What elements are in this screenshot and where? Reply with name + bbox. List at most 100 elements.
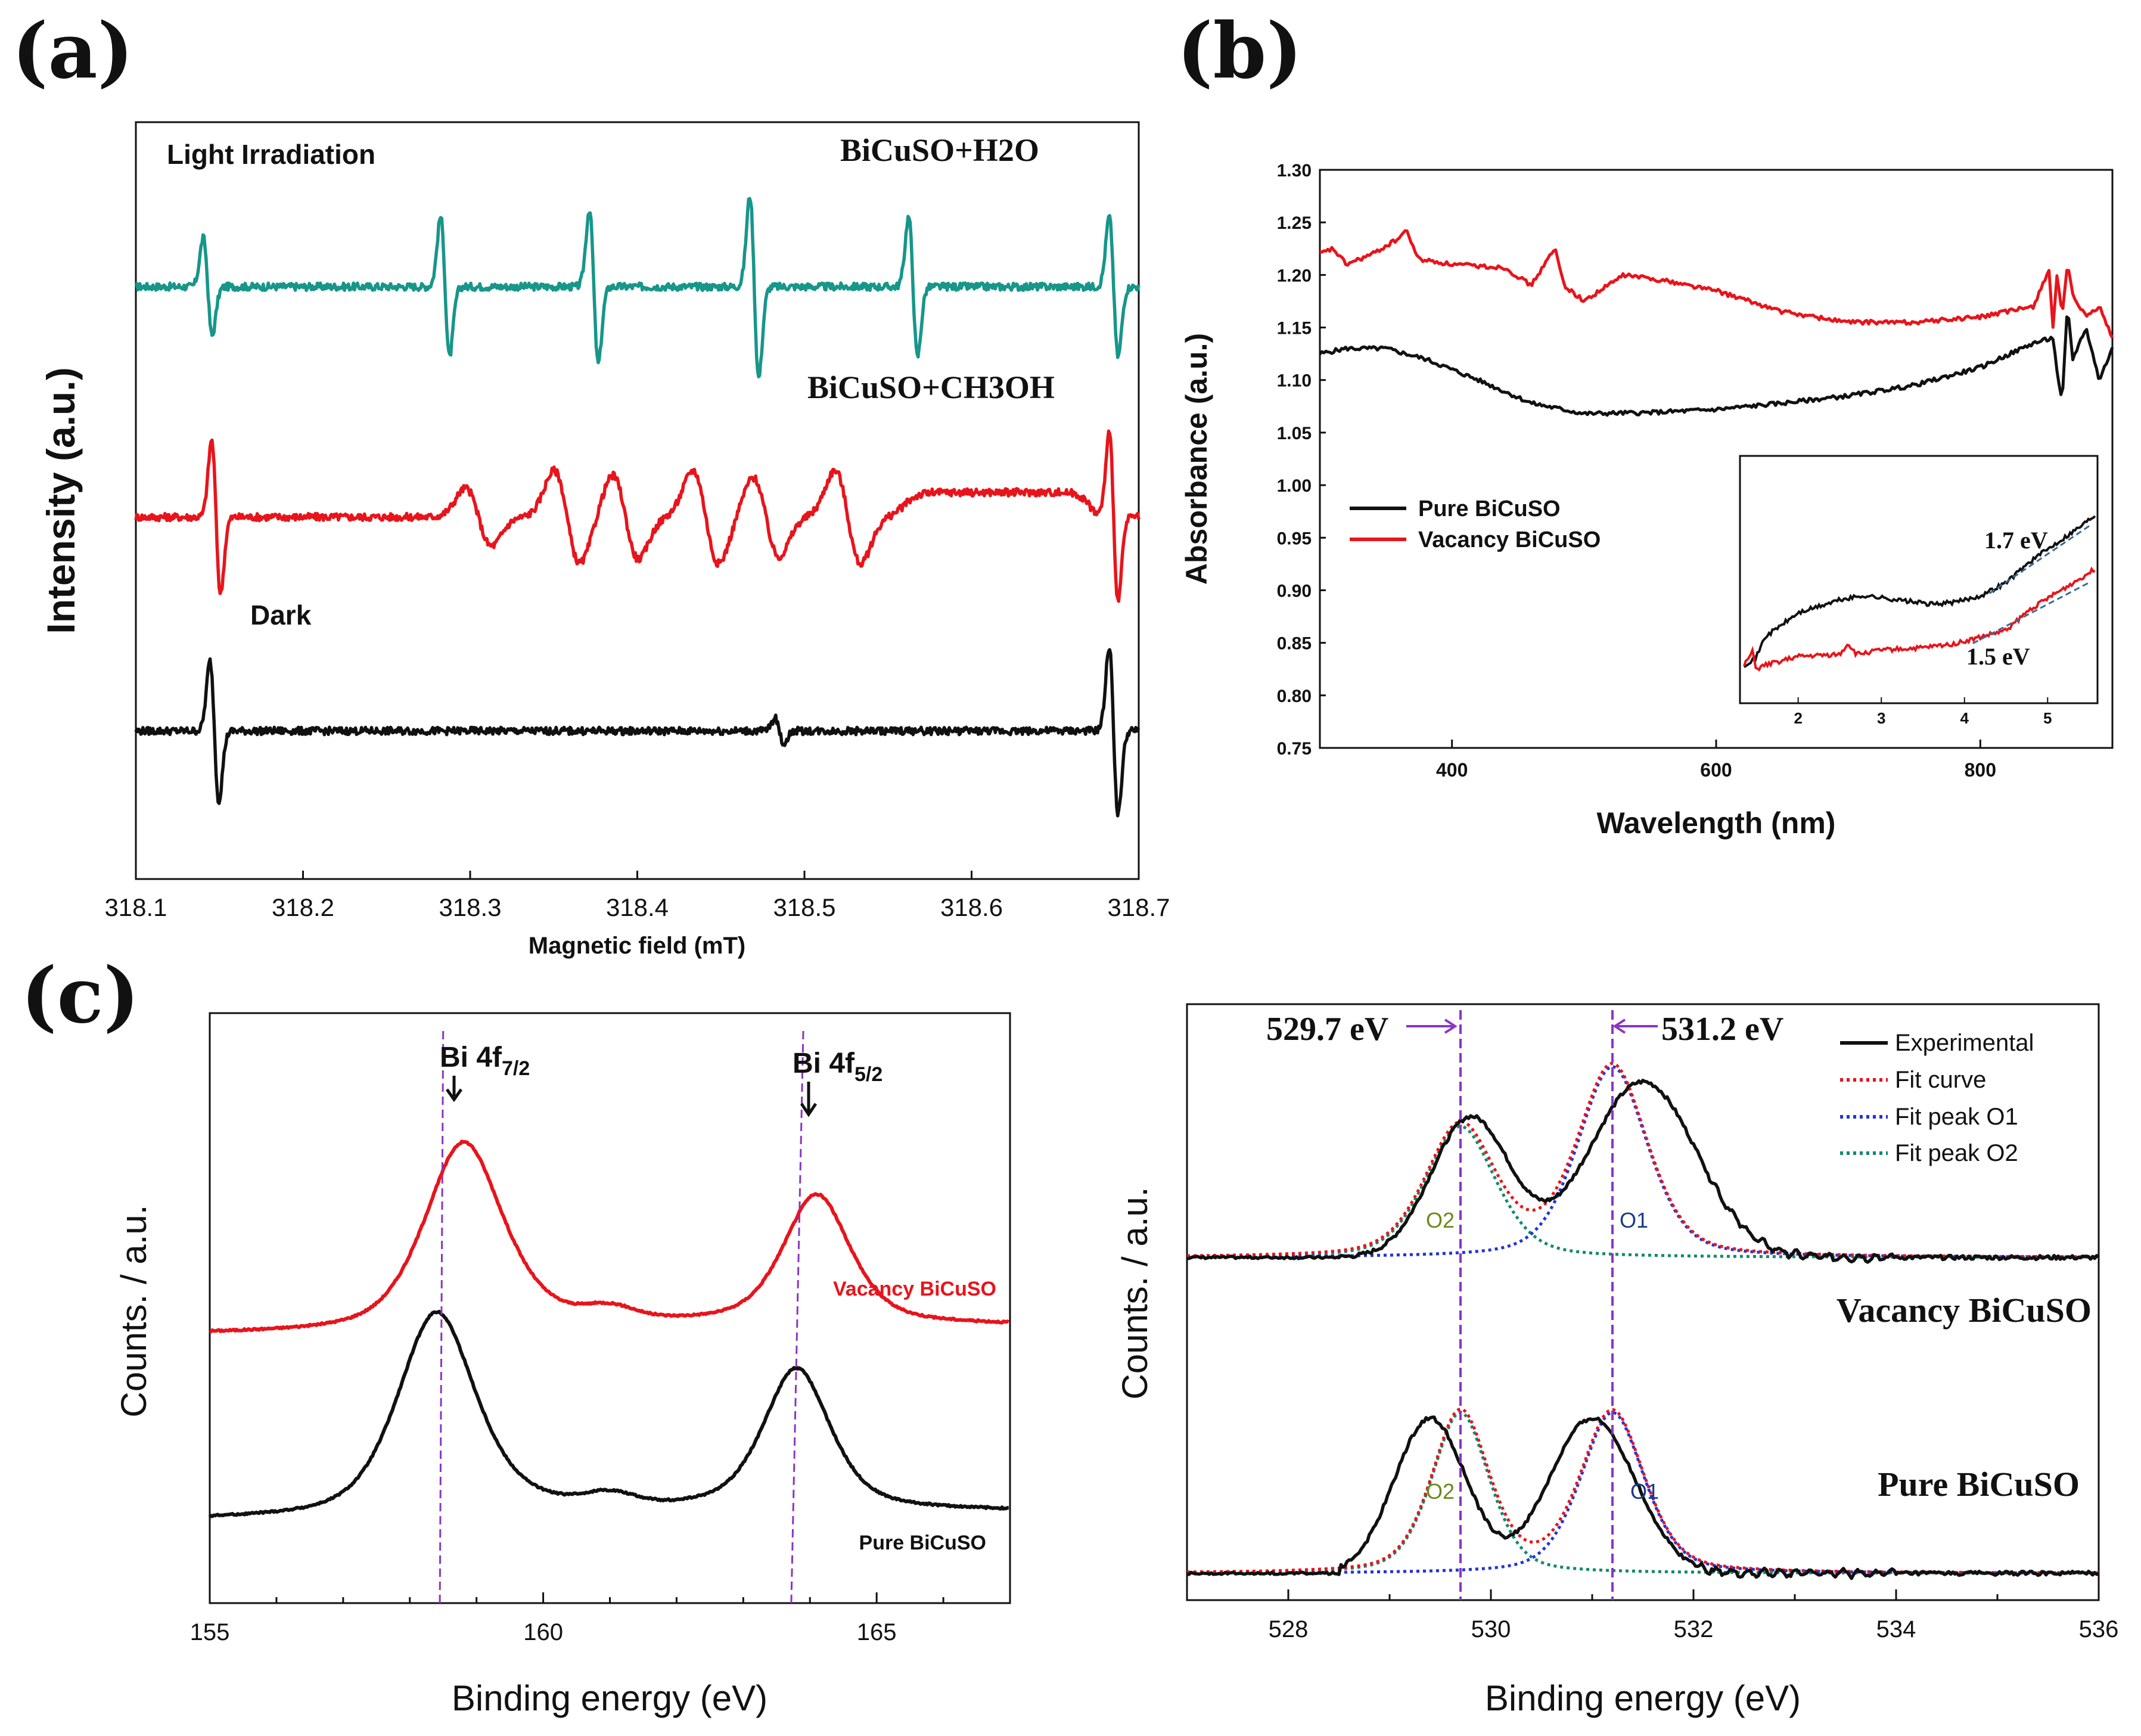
reference-line: [790, 1030, 804, 1604]
label-o1-pure: O1: [1630, 1479, 1659, 1504]
x-tick-label: 532: [1674, 1616, 1714, 1642]
y-tick-label: 0.95: [1277, 529, 1312, 548]
x-tick-label: 318.5: [773, 893, 835, 921]
fit-curve-vacancy-bicuso: [1187, 1061, 2099, 1259]
inset-label-1-5ev: 1.5 eV: [1966, 643, 2030, 670]
label-o2-pure: O2: [1426, 1479, 1455, 1504]
arrow-bi-4f72-icon: [445, 1076, 463, 1103]
label-o2-vacancy: O2: [1426, 1208, 1455, 1232]
fit-peak-o2-vacancy-bicuso: [1187, 1125, 2099, 1259]
experimental-pure-bicuso: [1186, 1415, 2099, 1580]
x-tick-label: 165: [857, 1619, 897, 1645]
legend-fit-peak-o1-label: Fit peak O1: [1895, 1104, 2018, 1130]
inset-series-line-vacancy-bicuso: [1743, 566, 2096, 672]
chart-b: 0.75 0.80 0.85 0.90 0.95 1.00 1.05 1.10 1.15 1.20…: [1180, 161, 2114, 840]
inset-x-tick-label: 3: [1877, 709, 1885, 727]
chart-c-left-frame: [209, 1012, 1011, 1604]
x-tick-label: 318.7: [1107, 893, 1170, 921]
y-tick-label: 1.30: [1277, 161, 1312, 181]
label-531-2ev: 531.2 eV: [1661, 1011, 1783, 1048]
series-line-dark: [134, 648, 1141, 818]
chart-c-left-ylabel: Counts. / a.u.: [114, 1205, 154, 1418]
legend-fit-curve-label: Fit curve: [1895, 1067, 1986, 1093]
y-tick-label: 1.00: [1277, 476, 1312, 496]
chart-b-ylabel: Absorbance (a.u.): [1180, 333, 1213, 585]
series-line-bicuso-h2o: [135, 197, 1141, 378]
reference-line: [439, 1030, 445, 1604]
experimental-vacancy-bicuso: [1186, 1079, 2100, 1264]
legend-fit-peak-o2-label: Fit peak O2: [1895, 1140, 2018, 1166]
label-o1-vacancy: O1: [1620, 1208, 1648, 1232]
x-tick-label: 318.1: [104, 893, 167, 921]
panel-label-c: (c): [21, 951, 139, 1041]
chart-a-xlabel: Magnetic field (mT): [529, 933, 745, 959]
x-tick-label: 318.2: [272, 893, 334, 921]
inset-series-line-pure-bicuso: [1743, 515, 2096, 669]
inset-x-tick-label: 2: [1794, 709, 1802, 727]
series-line-bicuso-ch3oh: [134, 429, 1141, 603]
inset-label-1-7ev: 1.7 eV: [1984, 527, 2048, 554]
x-tick-label: 536: [2079, 1616, 2119, 1642]
legend-b-vacancy-label: Vacancy BiCuSO: [1418, 527, 1601, 552]
y-tick-label: 1.20: [1277, 266, 1312, 285]
chart-a-frame: [135, 121, 1140, 880]
inset-frame: [1739, 455, 2099, 704]
y-tick-label: 0.75: [1277, 739, 1312, 759]
y-tick-label: 0.90: [1277, 581, 1312, 601]
x-tick-label: 318.6: [940, 893, 1003, 921]
chart-c-right-frame: [1186, 1003, 2100, 1601]
chart-c-right: 528 530 532 534 536 529.7 eV 531.2 eV Experi…: [1115, 1003, 2119, 1718]
chart-c-right-xlabel: Binding energy (eV): [1485, 1678, 1801, 1718]
series-line-vacancy-bicuso: [209, 1139, 1010, 1334]
x-tick-label: 318.3: [439, 893, 501, 921]
x-tick-label: 155: [190, 1619, 230, 1645]
y-tick-label: 1.15: [1277, 319, 1312, 338]
arrow-bi-4f52-icon: [800, 1082, 818, 1117]
chart-c-left: 155 160 165 Bi 4f7/2 Bi 4f5/2 Vacancy BiCu…: [114, 1012, 1011, 1718]
chart-b-xlabel: Wavelength (nm): [1597, 806, 1836, 840]
y-tick-label: 1.05: [1277, 424, 1312, 443]
series-line-pure-bicuso: [208, 1309, 1009, 1518]
legend-experimental-label: Experimental: [1895, 1030, 2034, 1056]
label-529-7ev: 529.7 eV: [1266, 1011, 1388, 1048]
x-tick-label: 528: [1269, 1616, 1309, 1642]
label-vacancy-bicuso-c-left: Vacancy BiCuSO: [833, 1278, 996, 1300]
x-tick-label: 400: [1436, 759, 1468, 781]
panel-label-a: (a): [12, 7, 133, 96]
legend-c-right: Experimental Fit curve Fit peak O1 Fit p…: [1840, 1030, 2034, 1166]
series-line-vacancy-bicuso: [1319, 229, 2114, 339]
tangent-line-pure: [1988, 525, 2090, 594]
legend-b-pure-label: Pure BiCuSO: [1418, 496, 1561, 521]
chart-a: 318.1 318.2 318.3 318.4 318.5 318.6 318.7 Ligh…: [39, 121, 1170, 959]
y-tick-label: 1.25: [1277, 213, 1312, 233]
y-tick-label: 1.10: [1277, 371, 1312, 391]
label-vacancy-bicuso-c-right: Vacancy BiCuSO: [1837, 1291, 2092, 1330]
tangent-line-vacancy: [1972, 582, 2090, 645]
chart-c-left-xlabel: Binding energy (eV): [452, 1678, 767, 1718]
arrow-529-7ev-icon: [1406, 1018, 1458, 1034]
label-pure-bicuso-c-left: Pure BiCuSO: [859, 1532, 986, 1554]
label-bicuso-h2o: BiCuSO+H2O: [840, 132, 1039, 168]
x-tick-label: 160: [523, 1619, 563, 1645]
label-bicuso-ch3oh: BiCuSO+CH3OH: [807, 369, 1055, 405]
arrow-531-2ev-icon: [1612, 1018, 1658, 1034]
inset-x-tick-label: 4: [1960, 709, 1969, 727]
label-bi-4f72: Bi 4f7/2: [440, 1042, 530, 1080]
chart-c-right-ylabel: Counts. / a.u.: [1115, 1187, 1155, 1400]
x-tick-label: 800: [1965, 759, 1996, 781]
y-tick-label: 0.80: [1277, 687, 1312, 706]
x-tick-label: 530: [1471, 1616, 1511, 1642]
annotation-light-irradiation: Light Irradiation: [167, 139, 375, 170]
label-bi-4f52: Bi 4f5/2: [793, 1048, 882, 1086]
inset-x-tick-label: 5: [2043, 709, 2052, 727]
label-pure-bicuso-c-right: Pure BiCuSO: [1878, 1465, 2080, 1504]
chart-a-ylabel: Intensity (a.u.): [39, 367, 83, 633]
x-tick-label: 534: [1876, 1616, 1916, 1642]
annotation-dark: Dark: [250, 600, 312, 631]
x-tick-label: 318.4: [606, 893, 669, 921]
panel-label-b: (b): [1177, 7, 1303, 96]
series-line-pure-bicuso: [1319, 315, 2114, 417]
x-tick-label: 600: [1700, 759, 1732, 781]
y-tick-label: 0.85: [1277, 634, 1312, 654]
